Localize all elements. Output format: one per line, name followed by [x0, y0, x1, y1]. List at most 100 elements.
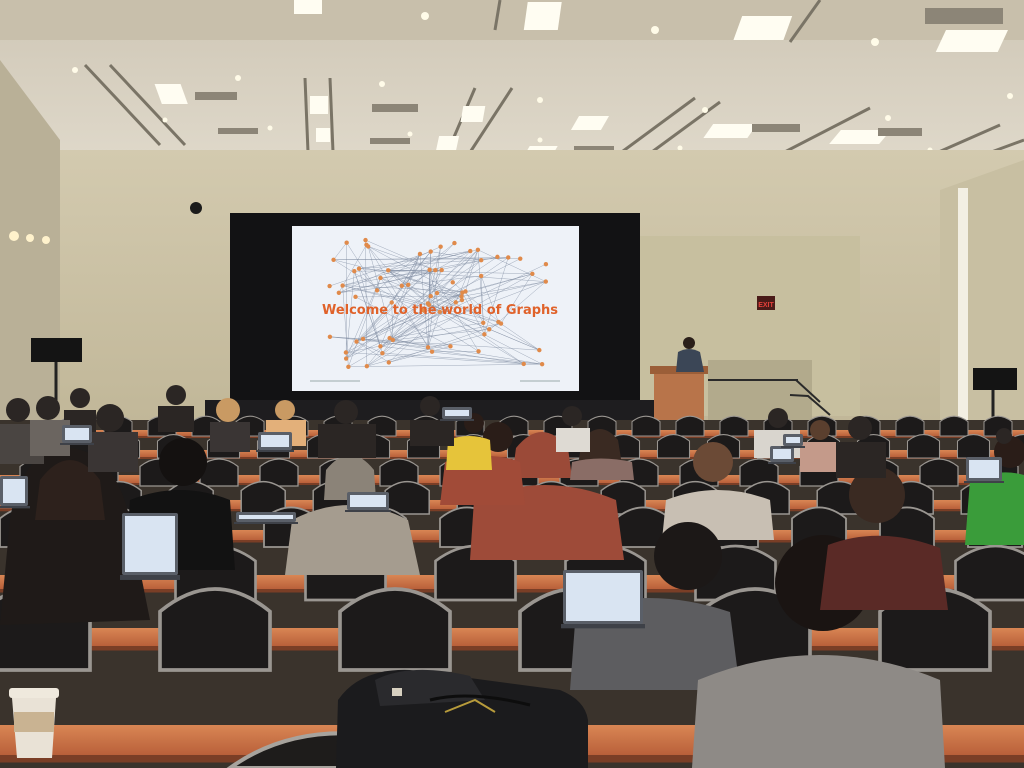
attendee	[446, 413, 492, 470]
exit-sign: EXIT	[757, 296, 775, 310]
graph-node	[428, 249, 433, 254]
graph-node	[539, 361, 545, 367]
graph-edge	[367, 246, 429, 348]
graph-edge	[367, 246, 402, 286]
graph-node	[353, 294, 358, 300]
backpack	[336, 669, 588, 768]
graph-edge	[465, 249, 479, 292]
exit-sign-label: EXIT	[758, 302, 774, 309]
graph-node	[380, 350, 385, 356]
graph-edge	[380, 346, 543, 365]
wall-sconces	[9, 231, 50, 244]
laptop	[781, 434, 805, 448]
graph-node	[378, 275, 383, 281]
coffee-cup	[9, 688, 59, 758]
graph-node	[364, 242, 369, 247]
graph-node	[428, 294, 433, 299]
laptop	[964, 457, 1004, 483]
graph-edge	[498, 321, 540, 351]
chair	[739, 458, 779, 487]
chair	[719, 415, 749, 437]
graph-edge	[376, 253, 421, 291]
graph-edge	[346, 242, 378, 291]
graph-node	[387, 335, 392, 341]
attendee	[285, 455, 420, 575]
graph-edge	[388, 249, 478, 271]
graph-edge	[382, 260, 482, 354]
graph-edge	[358, 257, 509, 269]
ceiling-vents	[195, 8, 1003, 168]
graph-edge	[462, 292, 485, 335]
graph-edge	[345, 251, 431, 359]
graph-node	[437, 309, 443, 314]
graph-edge	[429, 269, 479, 352]
slide-title: Welcome to the world of Graphs	[322, 303, 558, 318]
chair	[919, 458, 959, 487]
graph-edge	[356, 341, 389, 363]
chair	[656, 434, 691, 459]
laptop	[440, 407, 474, 421]
graph-edge	[461, 281, 546, 297]
graph-node	[389, 300, 394, 305]
graph-node	[478, 273, 484, 279]
chair	[240, 480, 286, 515]
graph-edge	[389, 310, 424, 339]
graph-node	[530, 271, 535, 277]
graph-edge	[367, 246, 394, 341]
chair	[954, 544, 1024, 602]
graph-node	[336, 290, 342, 295]
graph-edge	[365, 239, 436, 271]
laptop	[345, 492, 391, 512]
graph-node	[450, 280, 455, 285]
chair	[259, 458, 299, 487]
attendees-foreground	[0, 385, 1024, 768]
graph-edge	[362, 291, 466, 340]
graph-edge	[484, 281, 546, 335]
laptops	[0, 407, 1004, 629]
graph-node	[417, 251, 423, 257]
chair	[906, 434, 941, 459]
laptop	[120, 513, 180, 580]
graph-node	[327, 334, 333, 340]
graph-edge	[356, 310, 424, 342]
graph-edge	[480, 275, 484, 323]
graph-node	[479, 258, 484, 263]
graph-edge	[355, 296, 451, 347]
graph-edge	[333, 259, 479, 352]
graph-node	[496, 319, 501, 325]
laptop	[0, 476, 30, 509]
stage-ramp-railing	[708, 379, 831, 416]
graph-node	[521, 361, 526, 367]
graph-edge	[358, 250, 471, 269]
graph-edge	[380, 253, 421, 347]
graph-edge	[388, 270, 524, 365]
graph-edge	[345, 269, 430, 353]
graph-edge	[455, 249, 479, 303]
chair	[939, 415, 969, 437]
graph-edge	[439, 311, 543, 365]
graph-edge	[388, 270, 533, 275]
laptop	[256, 432, 294, 452]
graph-edge	[345, 352, 524, 365]
graph-node	[340, 283, 345, 288]
chair	[158, 587, 272, 672]
graph-edge	[380, 277, 524, 365]
chair	[379, 458, 419, 487]
graph-node	[429, 349, 435, 354]
graph-edge	[427, 303, 540, 351]
graph-node	[425, 345, 431, 350]
graph-edge	[392, 292, 463, 341]
graph-node	[386, 360, 392, 365]
graph-node	[352, 269, 357, 274]
graph-node	[482, 332, 487, 337]
graph-edge	[427, 246, 441, 348]
chair	[631, 415, 661, 437]
slide-graph-network	[327, 237, 549, 369]
graph-edge	[366, 334, 485, 367]
graph-node	[506, 255, 511, 260]
graph-node	[331, 257, 336, 262]
graph-node	[518, 256, 523, 261]
chair	[338, 587, 452, 672]
graph-edge	[345, 249, 479, 359]
graph-edge	[427, 311, 441, 348]
